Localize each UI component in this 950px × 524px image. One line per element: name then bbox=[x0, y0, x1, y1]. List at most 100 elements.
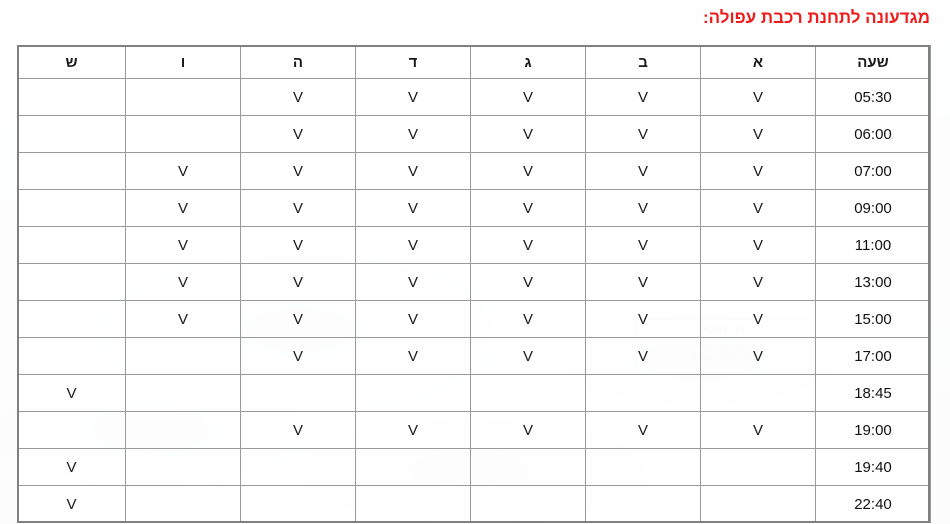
service-mark-cell-sun: V bbox=[700, 263, 816, 301]
service-mark-cell-wed bbox=[355, 374, 471, 412]
service-mark-cell-sun: V bbox=[700, 226, 816, 264]
service-mark-cell-tue: V bbox=[470, 411, 586, 449]
departure-hour-cell: 22:40 bbox=[815, 485, 931, 523]
service-mark-cell-sat: V bbox=[17, 374, 126, 412]
service-mark-cell-wed: V bbox=[355, 337, 471, 375]
service-mark-cell-tue: V bbox=[470, 189, 586, 227]
service-mark-cell-tue: V bbox=[470, 300, 586, 338]
service-mark-cell-sun bbox=[700, 448, 816, 486]
column-header-thu: ה bbox=[240, 45, 356, 79]
service-mark-cell-mon: V bbox=[585, 337, 701, 375]
service-mark-cell-thu bbox=[240, 374, 356, 412]
service-mark-cell-thu: V bbox=[240, 189, 356, 227]
service-mark-cell-wed: V bbox=[355, 152, 471, 190]
service-mark-cell-fri: V bbox=[125, 152, 241, 190]
service-mark-cell-mon: V bbox=[585, 78, 701, 116]
service-mark-cell-sun: V bbox=[700, 189, 816, 227]
departure-hour-cell: 11:00 bbox=[815, 226, 931, 264]
service-mark-cell-thu: V bbox=[240, 152, 356, 190]
service-mark-cell-wed: V bbox=[355, 263, 471, 301]
service-mark-cell-sun bbox=[700, 485, 816, 523]
service-mark-cell-thu bbox=[240, 448, 356, 486]
service-mark-cell-fri: V bbox=[125, 263, 241, 301]
service-mark-cell-thu: V bbox=[240, 300, 356, 338]
column-header-sat: ש bbox=[17, 45, 126, 79]
service-mark-cell-tue: V bbox=[470, 337, 586, 375]
service-mark-cell-sun: V bbox=[700, 152, 816, 190]
table-row: 18:45 V bbox=[17, 374, 931, 412]
service-mark-cell-tue: V bbox=[470, 115, 586, 153]
service-mark-cell-wed: V bbox=[355, 300, 471, 338]
column-header-wed: ד bbox=[355, 45, 471, 79]
service-mark-cell-wed bbox=[355, 448, 471, 486]
service-mark-cell-tue: V bbox=[470, 263, 586, 301]
service-mark-cell-fri bbox=[125, 411, 241, 449]
departure-hour-cell: 06:00 bbox=[815, 115, 931, 153]
service-mark-cell-thu: V bbox=[240, 226, 356, 264]
service-mark-cell-tue: V bbox=[470, 78, 586, 116]
service-mark-cell-mon: V bbox=[585, 152, 701, 190]
service-mark-cell-wed bbox=[355, 485, 471, 523]
service-mark-cell-tue bbox=[470, 448, 586, 486]
departure-hour-cell: 15:00 bbox=[815, 300, 931, 338]
service-mark-cell-wed: V bbox=[355, 226, 471, 264]
service-mark-cell-mon: V bbox=[585, 226, 701, 264]
departure-hour-cell: 05:30 bbox=[815, 78, 931, 116]
table-row: 19:40 V bbox=[17, 448, 931, 486]
service-mark-cell-mon bbox=[585, 485, 701, 523]
service-mark-cell-fri bbox=[125, 78, 241, 116]
service-mark-cell-fri: V bbox=[125, 300, 241, 338]
service-mark-cell-tue bbox=[470, 374, 586, 412]
service-mark-cell-sun: V bbox=[700, 411, 816, 449]
timetable-header-row: שעה א ב ג ד ה ו ש bbox=[17, 45, 931, 79]
service-mark-cell-sun bbox=[700, 374, 816, 412]
table-row: 15:00 V V V V V V bbox=[17, 300, 931, 338]
departure-hour-cell: 13:00 bbox=[815, 263, 931, 301]
column-header-fri: ו bbox=[125, 45, 241, 79]
departure-hour-cell: 19:40 bbox=[815, 448, 931, 486]
service-mark-cell-fri bbox=[125, 485, 241, 523]
table-row: 05:30 V V V V V bbox=[17, 78, 931, 116]
column-header-hour: שעה bbox=[815, 45, 931, 79]
service-mark-cell-fri bbox=[125, 448, 241, 486]
service-mark-cell-sun: V bbox=[700, 78, 816, 116]
table-row: 09:00 V V V V V V bbox=[17, 189, 931, 227]
service-mark-cell-fri bbox=[125, 115, 241, 153]
service-mark-cell-thu bbox=[240, 485, 356, 523]
service-mark-cell-sat bbox=[17, 189, 126, 227]
departure-hour-cell: 17:00 bbox=[815, 337, 931, 375]
service-mark-cell-mon bbox=[585, 448, 701, 486]
service-mark-cell-fri: V bbox=[125, 226, 241, 264]
timetable-container: שעה א ב ג ד ה ו ש 05:30 V V V V V 06:00 V V V V V 07:00 V V V V… bbox=[17, 45, 931, 523]
column-header-mon: ב bbox=[585, 45, 701, 79]
departure-hour-cell: 19:00 bbox=[815, 411, 931, 449]
service-mark-cell-sat: V bbox=[17, 485, 126, 523]
service-mark-cell-sat bbox=[17, 115, 126, 153]
column-header-tue: ג bbox=[470, 45, 586, 79]
service-mark-cell-sat bbox=[17, 263, 126, 301]
service-mark-cell-thu: V bbox=[240, 337, 356, 375]
service-mark-cell-sat bbox=[17, 300, 126, 338]
service-mark-cell-mon bbox=[585, 374, 701, 412]
service-mark-cell-wed: V bbox=[355, 115, 471, 153]
table-row: 17:00 V V V V V bbox=[17, 337, 931, 375]
timetable-body: 05:30 V V V V V 06:00 V V V V V 07:00 V V V V V V 09:00 V V V V… bbox=[17, 78, 931, 523]
service-mark-cell-mon: V bbox=[585, 411, 701, 449]
service-mark-cell-fri bbox=[125, 374, 241, 412]
column-header-sun: א bbox=[700, 45, 816, 79]
service-mark-cell-sat bbox=[17, 337, 126, 375]
service-mark-cell-thu: V bbox=[240, 411, 356, 449]
service-mark-cell-tue: V bbox=[470, 226, 586, 264]
table-row: 11:00 V V V V V V bbox=[17, 226, 931, 264]
service-mark-cell-thu: V bbox=[240, 78, 356, 116]
service-mark-cell-sat bbox=[17, 152, 126, 190]
service-mark-cell-mon: V bbox=[585, 115, 701, 153]
service-mark-cell-tue: V bbox=[470, 152, 586, 190]
service-mark-cell-thu: V bbox=[240, 263, 356, 301]
page-title: מגדעונה לתחנת רכבת עפולה: bbox=[702, 8, 930, 27]
departures-timetable: שעה א ב ג ד ה ו ש 05:30 V V V V V 06:00 V V V V V 07:00 V V V V… bbox=[17, 45, 931, 523]
departure-hour-cell: 07:00 bbox=[815, 152, 931, 190]
table-row: 19:00 V V V V V bbox=[17, 411, 931, 449]
table-row: 06:00 V V V V V bbox=[17, 115, 931, 153]
service-mark-cell-sun: V bbox=[700, 115, 816, 153]
